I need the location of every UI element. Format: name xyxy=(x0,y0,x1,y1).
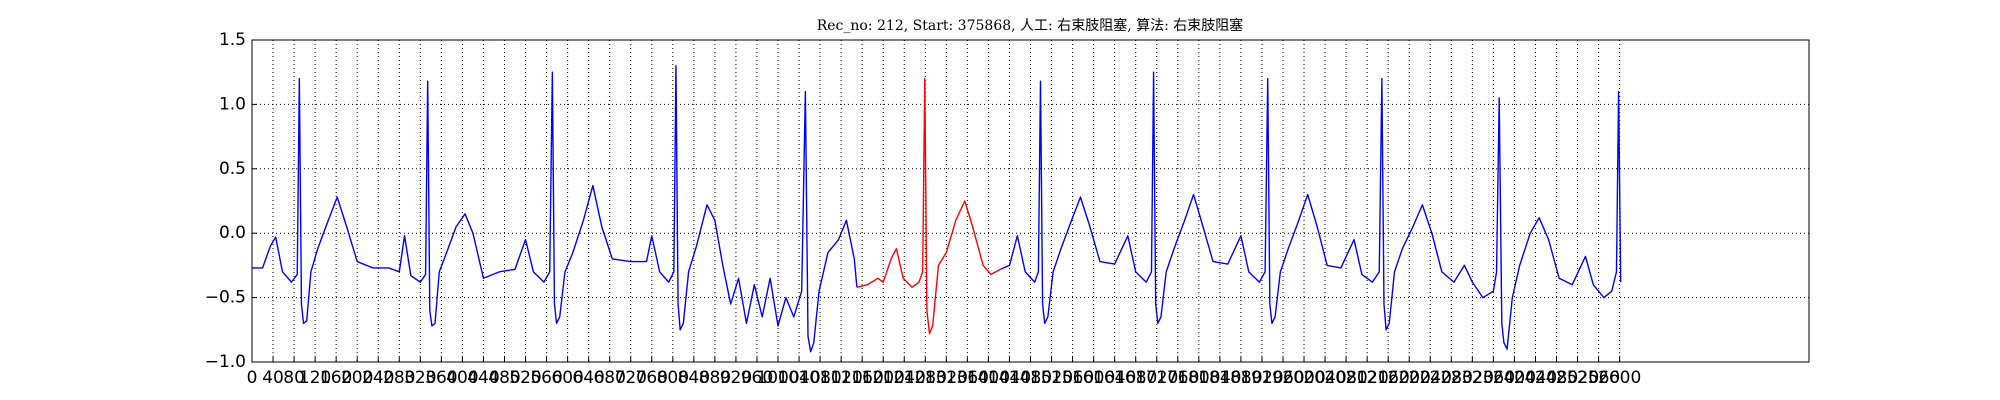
x-tick-label: 1440 xyxy=(988,368,1031,388)
x-tick-label: 280 xyxy=(383,368,415,388)
x-tick-label: 80 xyxy=(283,368,305,388)
y-tick-label: 1.0 xyxy=(219,94,246,114)
x-tick-label: 640 xyxy=(572,368,604,388)
x-tick-label: 1200 xyxy=(862,368,905,388)
x-tick-label: 1120 xyxy=(820,368,863,388)
x-tick-label: 520 xyxy=(509,368,541,388)
y-tick-label: −0.5 xyxy=(205,288,246,308)
x-tick-label: 2200 xyxy=(1388,368,1431,388)
x-tick-label: 1160 xyxy=(841,368,884,388)
y-tick-label: 0.0 xyxy=(219,223,246,243)
x-tick-label: 2240 xyxy=(1409,368,1452,388)
x-tick-label: 840 xyxy=(678,368,710,388)
x-tick-label: 1920 xyxy=(1240,368,1283,388)
x-tick-label: 920 xyxy=(720,368,752,388)
x-tick-label: 120 xyxy=(299,368,331,388)
x-tick-label: 680 xyxy=(593,368,625,388)
x-tick-label: 1560 xyxy=(1051,368,1094,388)
x-tick-label: 1080 xyxy=(798,368,841,388)
x-tick-label: 2320 xyxy=(1451,368,1494,388)
x-tick-label: 880 xyxy=(699,368,731,388)
x-tick-label: 760 xyxy=(636,368,668,388)
y-tick-label: 1.5 xyxy=(219,30,246,50)
x-tick-label: 2520 xyxy=(1556,368,1599,388)
x-tick-label: 2080 xyxy=(1324,368,1367,388)
x-tick-label: 1400 xyxy=(967,368,1010,388)
x-tick-label: 1360 xyxy=(946,368,989,388)
x-tick-label: 160 xyxy=(320,368,352,388)
x-tick-label: 240 xyxy=(362,368,394,388)
x-tick-label: 1760 xyxy=(1156,368,1199,388)
x-tick-label: 2560 xyxy=(1577,368,1620,388)
x-tick-label: 1000 xyxy=(756,368,799,388)
x-tick-label: 1520 xyxy=(1030,368,1073,388)
x-tick-label: 40 xyxy=(262,368,284,388)
ecg-line xyxy=(252,65,1622,353)
y-tick-label: 0.5 xyxy=(219,159,246,179)
x-tick-label: 800 xyxy=(657,368,689,388)
x-tick-label: 960 xyxy=(741,368,773,388)
x-tick-label: 1040 xyxy=(777,368,820,388)
x-tick-label: 600 xyxy=(551,368,583,388)
x-tick-label: 560 xyxy=(530,368,562,388)
x-tick-label: 1880 xyxy=(1219,368,1262,388)
x-tick-label: 2400 xyxy=(1493,368,1536,388)
x-tick-label: 2440 xyxy=(1514,368,1557,388)
x-tick-label: 2360 xyxy=(1472,368,1515,388)
x-tick-label: 2160 xyxy=(1367,368,1410,388)
x-tick-label: 1680 xyxy=(1114,368,1157,388)
x-tick-label: 2000 xyxy=(1282,368,1325,388)
x-tick-label: 2600 xyxy=(1598,368,1641,388)
plot-frame xyxy=(251,39,1810,363)
x-tick-label: 1320 xyxy=(925,368,968,388)
x-tick-label: 2120 xyxy=(1346,368,1389,388)
x-tick-label: 1240 xyxy=(883,368,926,388)
x-tick-label: 0 xyxy=(247,368,258,388)
x-tick-label: 1480 xyxy=(1009,368,1052,388)
x-tick-label: 2480 xyxy=(1535,368,1578,388)
y-tick-label: −1.0 xyxy=(205,352,246,372)
x-tick-label: 1280 xyxy=(904,368,947,388)
x-tick-label: 1720 xyxy=(1135,368,1178,388)
ecg-line xyxy=(856,77,1001,335)
chart-title: Rec_no: 212, Start: 375868, 人工: 右束肢阻塞, 算… xyxy=(817,17,1244,34)
x-tick-label: 2280 xyxy=(1430,368,1473,388)
x-tick-label: 1600 xyxy=(1072,368,1115,388)
x-tick-label: 440 xyxy=(467,368,499,388)
x-tick-label: 1640 xyxy=(1093,368,1136,388)
x-tick-label: 1800 xyxy=(1177,368,1220,388)
x-tick-label: 2040 xyxy=(1303,368,1346,388)
x-tick-label: 1960 xyxy=(1261,368,1304,388)
x-tick-label: 1840 xyxy=(1198,368,1241,388)
x-tick-label: 320 xyxy=(404,368,436,388)
x-tick-label: 480 xyxy=(488,368,520,388)
x-tick-label: 720 xyxy=(615,368,647,388)
x-tick-label: 200 xyxy=(341,368,373,388)
x-tick-label: 360 xyxy=(425,368,457,388)
x-tick-label: 400 xyxy=(446,368,478,388)
